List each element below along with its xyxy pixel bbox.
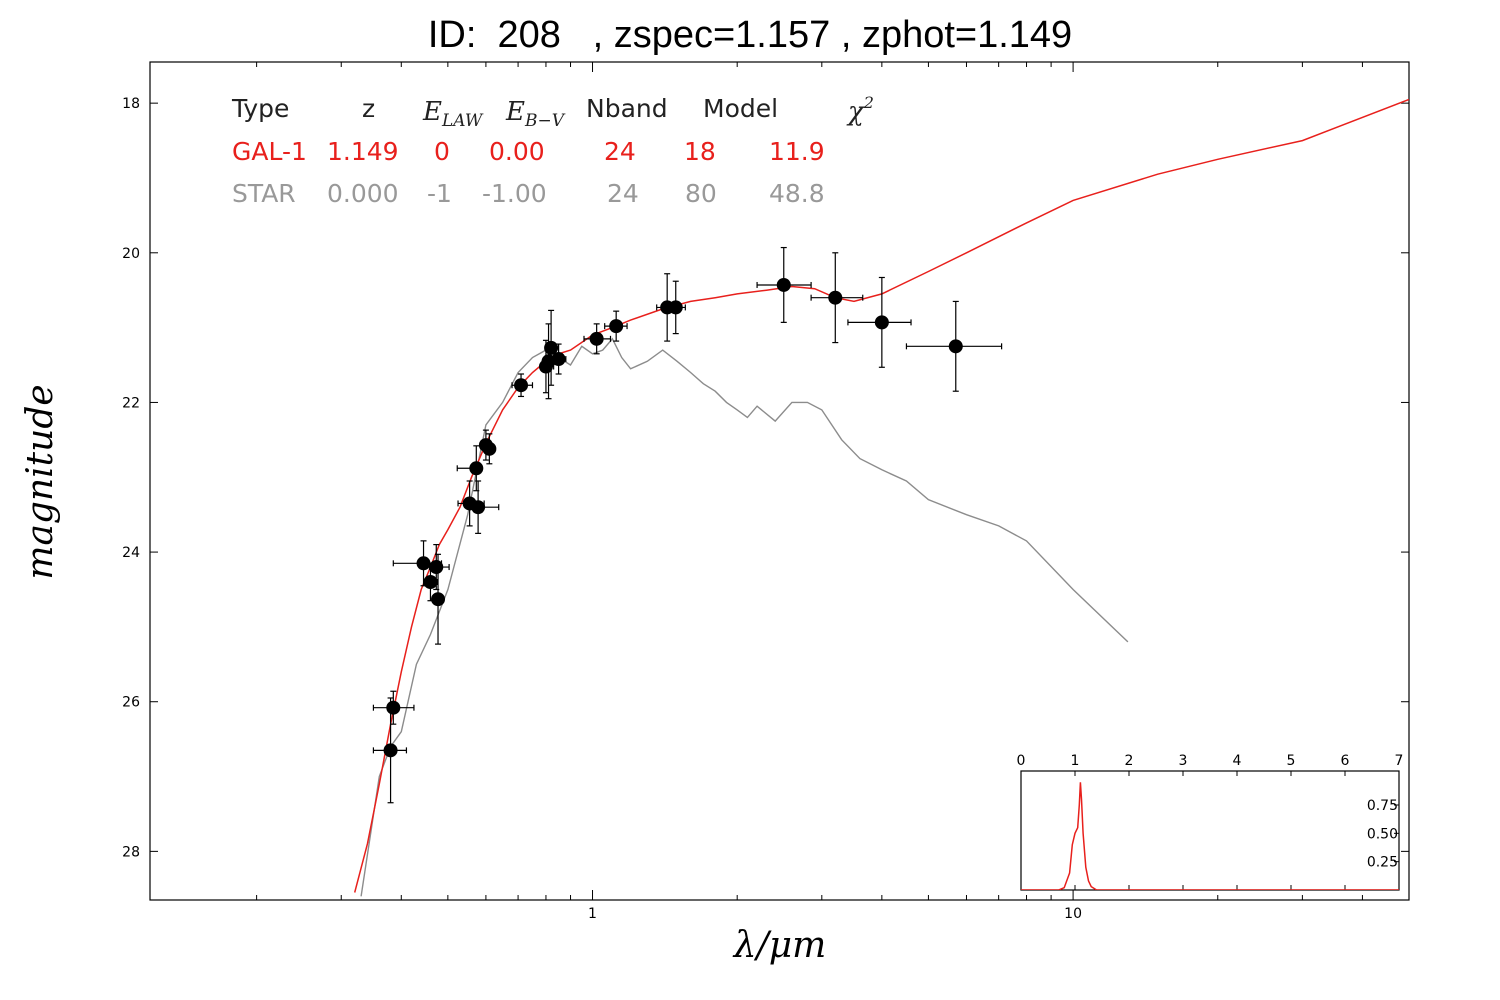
- cell: 24: [604, 137, 636, 166]
- cell: -1: [427, 179, 452, 208]
- photometry-point: [482, 433, 497, 465]
- header-type: Type: [231, 94, 289, 123]
- photometry-point: [847, 276, 912, 368]
- data-point: [609, 319, 624, 334]
- data-point: [551, 352, 566, 367]
- data-point: [589, 331, 604, 346]
- y-tick-label: 24: [122, 545, 140, 561]
- inset-x-tick-label: 7: [1395, 753, 1404, 769]
- header-model: Model: [703, 94, 778, 123]
- inset-y-tick-label: 0.25: [1367, 855, 1398, 871]
- header-chi2: χ2: [846, 93, 874, 127]
- data-point: [544, 340, 559, 355]
- inset-x-tick-label: 0: [1017, 753, 1026, 769]
- cell: 1.149: [327, 137, 399, 166]
- photometry-point: [372, 690, 415, 725]
- data-point: [668, 300, 683, 315]
- y-tick-label: 18: [122, 96, 140, 112]
- cell: 0.00: [489, 137, 545, 166]
- inset-x-tick-label: 5: [1287, 753, 1296, 769]
- photometry-point: [431, 553, 446, 645]
- photometry-point: [470, 480, 500, 534]
- inset-y-tick-label: 0.50: [1367, 826, 1398, 842]
- cell: 48.8: [769, 179, 825, 208]
- x-tick-label: 10: [1064, 906, 1082, 922]
- header-z: z: [362, 94, 375, 123]
- y-tick-label: 26: [122, 695, 140, 711]
- photometry-point: [666, 280, 686, 335]
- inset-y-tick-label: 0.75: [1367, 798, 1398, 814]
- legend-row-star: STAR 0.000 -1 -1.00 24 80 48.8: [232, 179, 825, 208]
- plot-frame: [149, 61, 1410, 901]
- data-point: [469, 461, 484, 476]
- header-nband: Nband: [586, 94, 668, 123]
- pdz-inset: 0 1 2 3 4 5 6 7 0.25 0.50 0.75: [1017, 753, 1404, 891]
- photometry-point: [372, 697, 408, 804]
- cell: GAL-1: [232, 137, 307, 166]
- data-point: [828, 290, 843, 305]
- x-tick-label: 1: [588, 906, 597, 922]
- inset-x-tick-label: 1: [1071, 753, 1080, 769]
- photometry-point: [604, 310, 628, 342]
- photometry-point: [550, 343, 567, 375]
- data-point: [416, 556, 431, 571]
- cell: 0: [434, 137, 450, 166]
- data-point: [471, 500, 486, 515]
- photometry-point: [756, 246, 812, 323]
- photometry-point: [511, 373, 534, 398]
- data-point: [431, 592, 446, 607]
- y-axis-label: magnitude: [20, 384, 61, 579]
- data-point: [383, 743, 398, 758]
- y-tick-label: 20: [122, 246, 140, 262]
- data-point: [429, 560, 444, 575]
- data-point: [482, 441, 497, 456]
- photometry-point: [810, 252, 864, 344]
- photometry-point: [456, 445, 484, 492]
- cell: 80: [685, 179, 717, 208]
- inset-x-tick-label: 3: [1179, 753, 1188, 769]
- chart-title: ID: 208 , zspec=1.157 , zphot=1.149: [427, 14, 1073, 56]
- header-ebv: EB−V: [505, 97, 566, 131]
- legend-row-galaxy: GAL-1 1.149 0 0.00 24 18 11.9: [232, 137, 825, 166]
- inset-x-tick-label: 6: [1341, 753, 1350, 769]
- cell: STAR: [232, 179, 296, 208]
- pdz-line: [1021, 782, 1399, 890]
- photometry-point: [905, 300, 1003, 392]
- data-point: [514, 378, 529, 393]
- data-point: [776, 277, 791, 292]
- inset-frame: [1020, 770, 1400, 891]
- header-elaw: ELAW: [422, 97, 484, 131]
- data-point: [948, 339, 963, 354]
- photometry-point: [583, 323, 612, 355]
- y-tick-label: 22: [122, 395, 140, 411]
- legend-table: Type z ELAW EB−V Nband Model χ2 GAL-1 1.…: [231, 93, 874, 208]
- photometry-point: [428, 543, 450, 591]
- cell: 11.9: [769, 137, 825, 166]
- x-axis-label: λ/μm: [732, 925, 826, 966]
- data-point: [423, 575, 438, 590]
- data-point: [874, 315, 889, 330]
- photometry-point: [544, 309, 559, 386]
- y-tick-label: 28: [122, 844, 140, 860]
- star-model-line: [360, 337, 1129, 897]
- cell: -1.00: [482, 179, 547, 208]
- inset-x-tick-label: 2: [1125, 753, 1134, 769]
- cell: 24: [607, 179, 639, 208]
- data-point: [386, 700, 401, 715]
- inset-x-tick-label: 4: [1233, 753, 1242, 769]
- cell: 18: [684, 137, 716, 166]
- cell: 0.000: [327, 179, 399, 208]
